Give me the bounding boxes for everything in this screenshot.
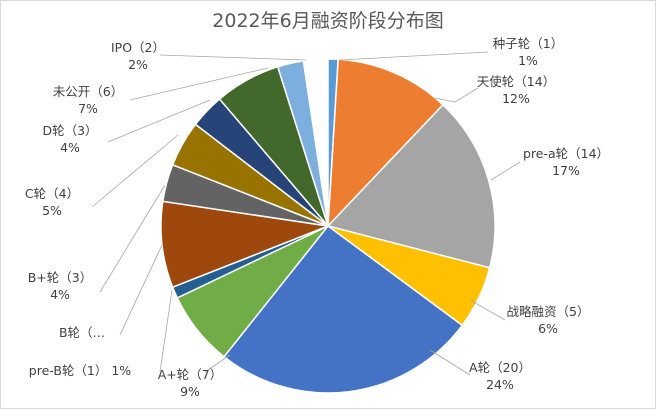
pie-slice-7 (160, 200, 331, 289)
slice-percent-2: 17% (552, 163, 580, 178)
pie-slice-2 (326, 103, 496, 269)
slice-label-10: D轮（3） (42, 123, 97, 138)
slice-percent-5: 9% (180, 384, 200, 399)
leader-line-4 (429, 349, 471, 376)
slice-label-6: pre-B轮（1） 1% (29, 363, 132, 378)
slice-percent-0: 1% (518, 53, 538, 68)
chart-title: 2022年6月融资阶段分布图 (212, 10, 444, 32)
leader-line-6 (159, 289, 173, 373)
slice-percent-1: 12% (502, 91, 530, 106)
leader-line-0 (339, 51, 489, 61)
leader-line-3 (469, 299, 506, 321)
slice-percent-10: 4% (60, 140, 80, 155)
slice-label-2: pre-a轮（14） (523, 146, 609, 161)
pie-slice-12 (276, 59, 329, 227)
leader-line-9 (91, 134, 179, 208)
leader-line-10 (107, 99, 211, 143)
leader-line-1 (434, 87, 479, 103)
slice-percent-8: 4% (50, 287, 70, 302)
slice-percent-12: 2% (128, 57, 148, 72)
slice-label-12: IPO（2） (111, 40, 165, 55)
leader-line-11 (129, 67, 269, 101)
leader-line-5 (204, 354, 231, 373)
slice-label-9: C轮（4） (25, 186, 79, 201)
leader-line-7 (119, 244, 163, 336)
slice-label-11: 未公开（6） (53, 84, 123, 99)
slice-percent-11: 7% (78, 101, 98, 116)
slice-label-5: A+轮（7） (158, 367, 222, 382)
slice-label-0: 种子轮（1） (493, 36, 563, 51)
slice-label-3: 战略融资（5） (507, 304, 590, 319)
leader-line-8 (99, 184, 166, 293)
leader-line-12 (159, 54, 307, 61)
slice-percent-9: 5% (42, 203, 62, 218)
slice-percent-3: 6% (538, 321, 558, 336)
leader-line-2 (490, 161, 521, 181)
slice-label-1: 天使轮（14） (477, 74, 555, 89)
slice-percent-4: 24% (486, 377, 514, 392)
slice-label-4: A轮（20） (469, 360, 531, 375)
slice-label-8: B+轮（3） (28, 270, 93, 285)
slice-label-7: B轮（… (59, 325, 105, 340)
pie-slice-4 (222, 224, 464, 394)
